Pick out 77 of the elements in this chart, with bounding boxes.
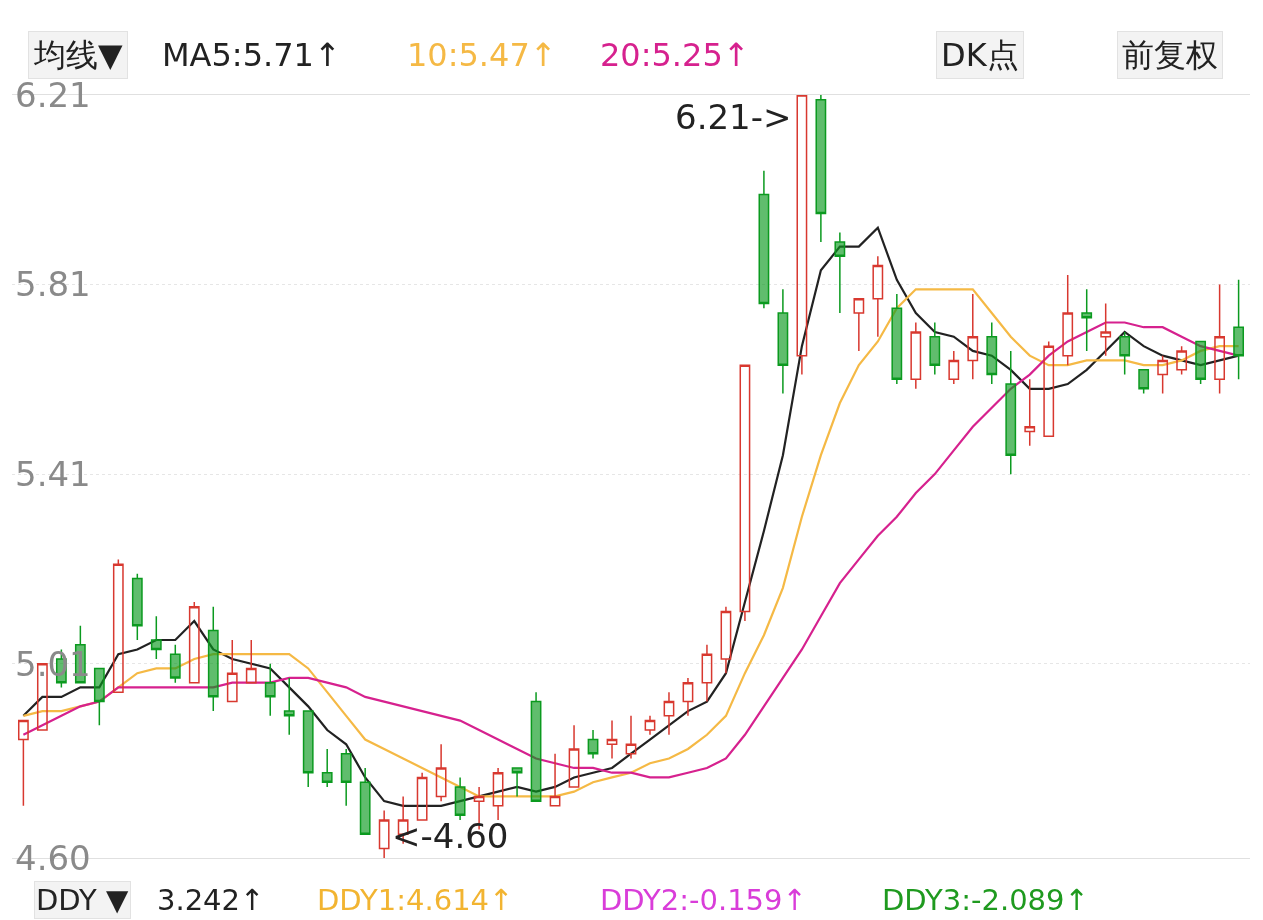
candlestick [948, 350, 960, 385]
candlestick [853, 298, 865, 352]
candlestick [1024, 378, 1036, 447]
candlestick [625, 715, 637, 760]
text: MA5:5.71↑ [162, 36, 341, 74]
candlestick [739, 364, 751, 622]
candlestick [568, 724, 580, 788]
candlestick [264, 662, 276, 717]
candlestick [986, 321, 998, 385]
text: 3.242↑ [157, 883, 265, 917]
candlestick [891, 293, 903, 385]
candlestick [967, 293, 979, 381]
candlestick [530, 691, 542, 802]
candlestick [720, 606, 732, 674]
candlestick [1005, 350, 1017, 475]
candlestick [492, 767, 504, 821]
candlestick [340, 748, 352, 807]
text: DDY3:-2.089↑ [882, 883, 1089, 917]
annotation: <-4.60 [392, 816, 509, 856]
candlestick [682, 677, 694, 717]
text: 均线▼ [33, 36, 123, 74]
candlestick [511, 767, 523, 798]
text: 前复权 [1122, 36, 1218, 74]
candlestick [663, 691, 675, 736]
y-tick-label: 5.41 [15, 454, 91, 495]
candlestick [1100, 302, 1112, 357]
y-tick-label: 4.60 [15, 837, 91, 878]
text: DDY ▼ [36, 883, 130, 917]
candlestick [929, 321, 941, 376]
candlestick [359, 767, 371, 836]
candlestick [150, 615, 162, 660]
candlestick [777, 288, 789, 395]
text: 20:5.25↑ [600, 36, 750, 74]
candlestick [644, 715, 656, 736]
candlestick [796, 95, 808, 376]
candlestick [454, 776, 466, 821]
text: DDY2:-0.159↑ [600, 883, 807, 917]
candlestick [587, 729, 599, 760]
candlestick [701, 643, 713, 703]
candlestick [1195, 340, 1207, 385]
candlestick [302, 710, 314, 788]
candlestick [834, 231, 846, 314]
candlestick [188, 601, 200, 684]
candlestick [1157, 354, 1169, 395]
candlestick [378, 809, 390, 858]
candlestick [245, 639, 257, 684]
candlestick [112, 558, 124, 693]
text: DK点 [941, 36, 1019, 74]
candlestick [321, 748, 333, 788]
candlestick [1119, 331, 1131, 376]
candlestick [606, 719, 618, 760]
y-tick-label: 6.21 [15, 74, 91, 115]
candlestick [758, 170, 770, 310]
candlestick [910, 321, 922, 390]
candlestick [169, 643, 181, 684]
candlestick [226, 639, 238, 703]
candlestick [872, 255, 884, 338]
text: 10:5.47↑ [407, 36, 557, 74]
candlestick [1081, 288, 1093, 352]
candlestick [131, 572, 143, 641]
candlestick [435, 743, 447, 802]
candlestick [416, 771, 428, 821]
candlestick [93, 667, 105, 727]
candlestick [1062, 274, 1074, 366]
y-tick-label: 5.81 [15, 264, 91, 305]
candlestick [549, 752, 561, 807]
candlestick [1176, 345, 1188, 376]
candlestick [1214, 283, 1226, 395]
candlestick [1043, 340, 1055, 437]
annotation: 6.21-> [675, 97, 792, 137]
candlestick [283, 677, 295, 736]
text: DDY1:4.614↑ [317, 883, 514, 917]
candlestick [1138, 369, 1150, 395]
candlestick [207, 606, 219, 712]
candlestick [1233, 279, 1245, 381]
candlestick [815, 95, 827, 243]
candlestick [17, 719, 29, 807]
